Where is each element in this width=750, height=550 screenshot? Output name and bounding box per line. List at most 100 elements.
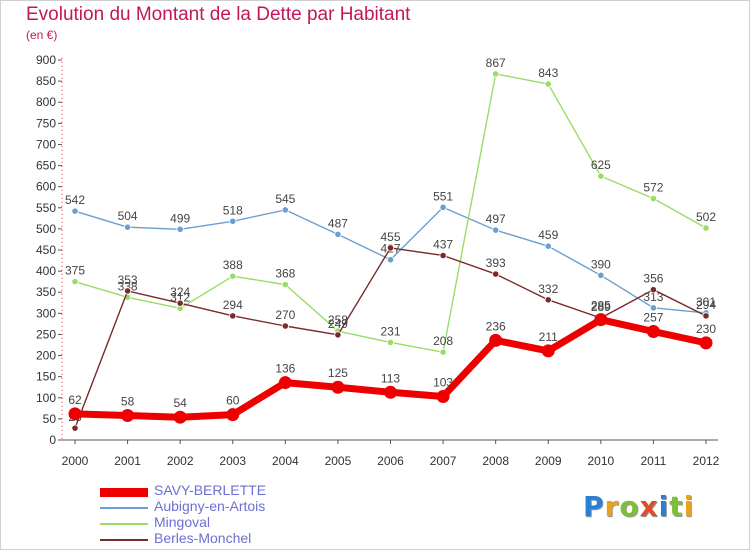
- data-point-savy-berlette: [384, 385, 397, 399]
- y-tick-label: 250: [36, 327, 56, 341]
- data-point-savy-berlette: [699, 336, 713, 350]
- data-point-berles-monchel: [702, 312, 710, 320]
- x-tick-label: 2003: [219, 454, 246, 468]
- data-label-mingoval: 338: [118, 279, 138, 293]
- data-label-mingoval: 843: [538, 66, 558, 80]
- y-tick-label: 300: [36, 306, 56, 320]
- data-label-aubigny-en-artois: 545: [275, 192, 295, 206]
- data-label-mingoval: 867: [486, 56, 506, 70]
- data-point-mingoval: [229, 272, 237, 280]
- y-tick-label: 400: [36, 264, 56, 278]
- y-tick-label: 850: [36, 74, 56, 88]
- data-point-mingoval: [386, 338, 395, 347]
- line-chart: 0 50 100 150 200 250 300 350 400 450 500 550 600 650 7…: [36, 53, 720, 468]
- data-label-aubigny-en-artois: 313: [643, 290, 663, 304]
- logo-letter: x: [639, 490, 659, 523]
- data-label-aubigny-en-artois: 459: [538, 228, 558, 242]
- data-label-savy-berlette: 211: [539, 330, 558, 344]
- data-point-savy-berlette: [331, 380, 345, 394]
- data-point-berles-monchel: [334, 331, 342, 339]
- data-label-savy-berlette: 285: [591, 299, 611, 313]
- x-tick-label: 2012: [693, 454, 720, 468]
- data-label-mingoval: 258: [328, 313, 348, 327]
- data-point-savy-berlette: [226, 408, 240, 422]
- data-point-berles-monchel: [281, 322, 289, 330]
- data-point-savy-berlette: [121, 409, 135, 423]
- logo-letter: r: [604, 490, 620, 523]
- data-point-aubigny-en-artois: [386, 256, 395, 264]
- y-tick-label: 900: [36, 53, 56, 67]
- data-point-savy-berlette: [173, 410, 187, 424]
- y-tick-label: 550: [36, 201, 56, 215]
- x-tick-label: 2011: [641, 454, 667, 468]
- data-point-aubigny-en-artois: [334, 230, 342, 238]
- data-point-berles-monchel: [229, 312, 237, 320]
- data-label-savy-berlette: 103: [433, 376, 453, 390]
- data-point-mingoval: [439, 348, 447, 356]
- data-point-aubigny-en-artois: [176, 225, 184, 233]
- data-point-aubigny-en-artois: [71, 207, 79, 215]
- x-tick-label: 2002: [167, 454, 194, 468]
- data-point-aubigny-en-artois: [281, 206, 289, 214]
- data-point-aubigny-en-artois: [123, 223, 132, 231]
- data-label-aubigny-en-artois: 518: [223, 203, 243, 217]
- data-label-aubigny-en-artois: 301: [696, 295, 716, 309]
- y-tick-label: 600: [36, 180, 56, 194]
- data-label-aubigny-en-artois: 487: [328, 216, 348, 230]
- data-point-mingoval: [492, 70, 500, 78]
- chart-subtitle: (en €): [26, 28, 58, 42]
- data-label-berles-monchel: 294: [696, 298, 716, 312]
- data-label-berles-monchel: 294: [223, 298, 243, 312]
- data-point-mingoval: [649, 194, 658, 203]
- data-label-mingoval: 231: [380, 324, 400, 338]
- logo-letter: i: [658, 490, 670, 523]
- proxiti-logo: Proxiti: [583, 490, 694, 523]
- legend-label: SAVY-BERLETTE: [154, 482, 267, 498]
- data-label-mingoval: 388: [223, 258, 243, 272]
- data-label-aubigny-en-artois: 390: [591, 257, 611, 271]
- data-point-berles-monchel: [544, 296, 552, 304]
- x-tick-label: 2009: [535, 454, 562, 468]
- legend-swatch: [100, 487, 148, 497]
- legend-swatch: [100, 539, 148, 541]
- logo-letter: i: [683, 490, 695, 523]
- y-tick-label: 0: [49, 433, 56, 447]
- data-label-mingoval: 208: [433, 334, 453, 348]
- data-label-aubigny-en-artois: 499: [170, 211, 190, 225]
- y-tick-label: 500: [36, 222, 56, 236]
- legend-swatch: [100, 523, 148, 525]
- data-label-aubigny-en-artois: 504: [118, 209, 138, 223]
- data-label-mingoval: 572: [643, 180, 663, 194]
- data-point-aubigny-en-artois: [544, 242, 552, 250]
- x-tick-label: 2001: [114, 454, 141, 468]
- data-label-savy-berlette: 236: [486, 319, 506, 333]
- data-point-berles-monchel: [649, 286, 658, 294]
- data-point-berles-monchel: [492, 270, 500, 278]
- x-tick-label: 2000: [62, 454, 89, 468]
- data-label-savy-berlette: 54: [173, 396, 187, 410]
- data-point-savy-berlette: [68, 407, 82, 421]
- data-point-mingoval: [597, 172, 605, 180]
- y-tick-label: 350: [36, 285, 56, 299]
- y-tick-label: 650: [36, 159, 56, 173]
- data-label-mingoval: 502: [696, 210, 716, 224]
- data-point-savy-berlette: [594, 313, 608, 327]
- data-label-berles-monchel: 393: [486, 256, 506, 270]
- data-label-savy-berlette: 125: [328, 366, 348, 380]
- data-label-savy-berlette: 136: [275, 362, 295, 376]
- x-tick-label: 2005: [325, 454, 352, 468]
- y-tick-label: 150: [36, 370, 56, 384]
- data-label-berles-monchel: 289: [591, 300, 611, 314]
- data-point-aubigny-en-artois: [649, 304, 658, 312]
- data-label-savy-berlette: 62: [68, 393, 82, 407]
- data-point-mingoval: [71, 278, 79, 286]
- data-point-berles-monchel: [386, 244, 395, 252]
- x-tick-label: 2004: [272, 454, 299, 468]
- legend-swatch: [100, 507, 148, 509]
- y-tick-label: 700: [36, 137, 56, 151]
- logo-letter: P: [583, 490, 605, 523]
- data-label-savy-berlette: 113: [381, 371, 400, 385]
- y-tick-label: 800: [36, 95, 56, 109]
- data-label-savy-berlette: 58: [121, 395, 135, 409]
- data-label-berles-monchel: 249: [328, 317, 348, 331]
